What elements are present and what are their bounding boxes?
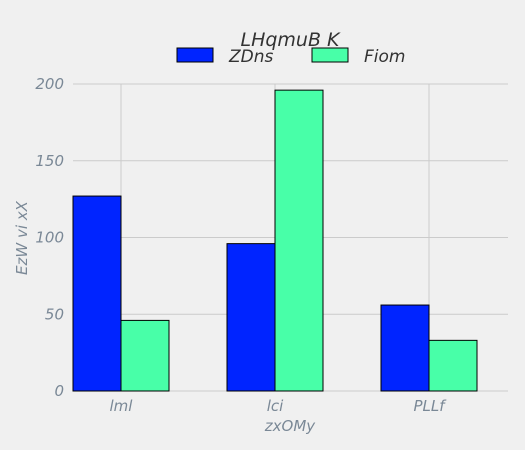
- x-tick-label: lci: [267, 397, 284, 415]
- bar-zdns-pllf: [380, 304, 430, 392]
- x-tick-label: PLLf: [413, 397, 447, 415]
- y-tick-label: 200: [35, 75, 64, 93]
- y-tick-label: 50: [45, 305, 64, 323]
- bar-fiom-pllf: [428, 339, 478, 392]
- bar-fiom-lci: [274, 89, 324, 392]
- legend-label-zdns: ZDns: [228, 47, 274, 67]
- legend-swatch-fiom: [311, 47, 349, 63]
- y-axis-label: EzW vi xX: [13, 200, 31, 275]
- bars: [72, 89, 478, 392]
- x-axis-label: zxOMy: [264, 417, 316, 435]
- bar-zdns-lml: [72, 195, 122, 392]
- bar-zdns-lci: [226, 243, 276, 392]
- legend-swatch-zdns: [176, 47, 214, 63]
- x-tick-label: lml: [110, 397, 134, 415]
- legend-label-fiom: Fiom: [364, 47, 405, 67]
- chart-title: LHqmuB K: [240, 29, 341, 51]
- y-tick-label: 0: [54, 382, 64, 400]
- legend: ZDns Fiom: [176, 47, 405, 67]
- y-tick-label: 100: [35, 229, 64, 247]
- tick-labels: 0 50 100 150 200 lml lci PLLf: [35, 75, 447, 415]
- y-tick-label: 150: [35, 152, 64, 170]
- bar-fiom-lml: [120, 319, 170, 392]
